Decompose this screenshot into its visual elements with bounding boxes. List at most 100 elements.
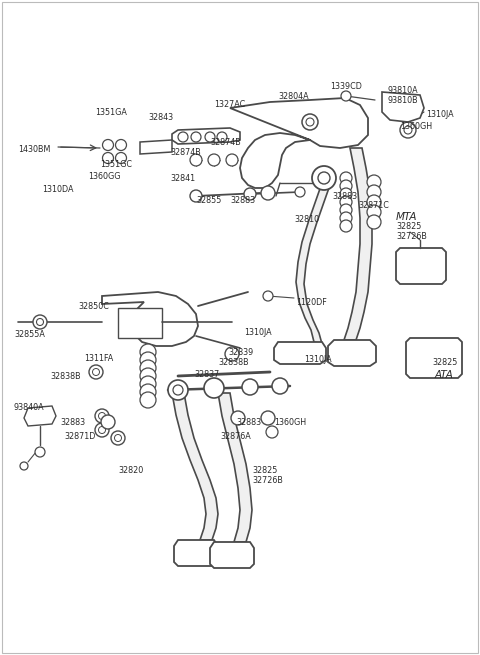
Polygon shape xyxy=(344,148,372,340)
Text: 93810B: 93810B xyxy=(388,96,419,105)
Text: 32855: 32855 xyxy=(196,196,221,205)
Text: 32883: 32883 xyxy=(230,196,255,205)
Circle shape xyxy=(340,220,352,232)
Circle shape xyxy=(36,318,44,326)
Circle shape xyxy=(95,409,109,423)
Text: 32726B: 32726B xyxy=(396,232,427,241)
Circle shape xyxy=(340,172,352,184)
Circle shape xyxy=(306,118,314,126)
Circle shape xyxy=(272,378,288,394)
Circle shape xyxy=(295,187,305,197)
Circle shape xyxy=(33,315,47,329)
Text: 32838B: 32838B xyxy=(218,358,249,367)
Text: 1360GH: 1360GH xyxy=(274,418,306,427)
Circle shape xyxy=(302,114,318,130)
Polygon shape xyxy=(382,92,424,122)
Text: 1351GA: 1351GA xyxy=(95,108,127,117)
Text: 32874B: 32874B xyxy=(210,138,241,147)
Polygon shape xyxy=(396,248,446,284)
Circle shape xyxy=(116,140,127,151)
Circle shape xyxy=(242,379,258,395)
Circle shape xyxy=(140,384,156,400)
Circle shape xyxy=(93,369,99,375)
Polygon shape xyxy=(140,140,172,154)
Circle shape xyxy=(191,132,201,142)
Circle shape xyxy=(95,423,109,437)
Circle shape xyxy=(261,411,275,425)
Text: 32726B: 32726B xyxy=(252,476,283,485)
Text: 32839: 32839 xyxy=(228,348,253,357)
Circle shape xyxy=(98,426,106,434)
Text: 32810: 32810 xyxy=(294,215,319,224)
Circle shape xyxy=(312,166,336,190)
Circle shape xyxy=(340,212,352,224)
Circle shape xyxy=(103,153,113,164)
Polygon shape xyxy=(172,128,240,144)
Polygon shape xyxy=(296,183,330,344)
Circle shape xyxy=(168,380,188,400)
Polygon shape xyxy=(210,542,254,568)
Circle shape xyxy=(341,91,351,101)
Polygon shape xyxy=(24,406,56,426)
Text: 32874B: 32874B xyxy=(170,148,201,157)
Text: 1120DF: 1120DF xyxy=(296,298,327,307)
Text: 32883: 32883 xyxy=(236,418,261,427)
Text: 32804A: 32804A xyxy=(278,92,309,101)
Circle shape xyxy=(140,392,156,408)
Circle shape xyxy=(89,365,103,379)
Circle shape xyxy=(101,415,115,429)
Circle shape xyxy=(261,186,275,200)
Text: MTA: MTA xyxy=(396,212,418,222)
Circle shape xyxy=(111,431,125,445)
Text: 1360GG: 1360GG xyxy=(88,172,120,181)
Circle shape xyxy=(340,180,352,192)
Circle shape xyxy=(35,447,45,457)
Circle shape xyxy=(115,434,121,441)
Text: ATA: ATA xyxy=(435,370,454,380)
Circle shape xyxy=(225,347,239,361)
Circle shape xyxy=(20,462,28,470)
Text: 1311FA: 1311FA xyxy=(84,354,113,363)
Text: 32825: 32825 xyxy=(432,358,457,367)
Text: 32876A: 32876A xyxy=(220,432,251,441)
Polygon shape xyxy=(328,340,376,366)
Circle shape xyxy=(190,154,202,166)
Circle shape xyxy=(140,376,156,392)
Circle shape xyxy=(231,411,245,425)
Text: 32883: 32883 xyxy=(332,192,357,201)
Circle shape xyxy=(367,205,381,219)
Polygon shape xyxy=(218,393,252,542)
Polygon shape xyxy=(274,342,326,364)
Circle shape xyxy=(340,204,352,216)
Circle shape xyxy=(140,352,156,368)
Circle shape xyxy=(103,140,113,151)
Text: 1310JA: 1310JA xyxy=(244,328,272,337)
Circle shape xyxy=(116,153,127,164)
Circle shape xyxy=(367,195,381,209)
Text: 1310DA: 1310DA xyxy=(42,185,73,194)
Circle shape xyxy=(140,344,156,360)
Text: 1327AC: 1327AC xyxy=(214,100,245,109)
Circle shape xyxy=(263,291,273,301)
Text: 1351GC: 1351GC xyxy=(100,160,132,169)
Text: 32838B: 32838B xyxy=(50,372,81,381)
Circle shape xyxy=(205,132,215,142)
Text: 32843: 32843 xyxy=(148,113,173,122)
Circle shape xyxy=(367,215,381,229)
Text: 32837: 32837 xyxy=(194,370,219,379)
Polygon shape xyxy=(102,292,198,346)
Text: 93810A: 93810A xyxy=(388,86,419,95)
Bar xyxy=(118,308,162,338)
Circle shape xyxy=(204,378,224,398)
Text: 32841: 32841 xyxy=(170,174,195,183)
Text: 32825: 32825 xyxy=(252,466,277,475)
Text: 32871C: 32871C xyxy=(358,201,389,210)
Text: 32855A: 32855A xyxy=(14,330,45,339)
Circle shape xyxy=(178,132,188,142)
Circle shape xyxy=(98,413,106,419)
Circle shape xyxy=(140,368,156,384)
Circle shape xyxy=(208,154,220,166)
Polygon shape xyxy=(406,338,462,378)
Text: 32820: 32820 xyxy=(118,466,143,475)
Text: 1310JA: 1310JA xyxy=(426,110,454,119)
